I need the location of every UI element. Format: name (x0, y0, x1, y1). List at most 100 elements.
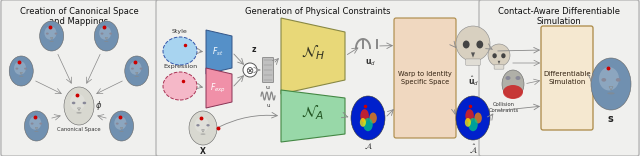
Ellipse shape (109, 111, 134, 141)
FancyBboxPatch shape (156, 0, 480, 156)
Ellipse shape (351, 96, 385, 140)
Text: Creation of Canonical Space
and Mappings: Creation of Canonical Space and Mappings (20, 7, 138, 26)
Ellipse shape (488, 44, 510, 66)
Ellipse shape (131, 68, 134, 70)
Ellipse shape (35, 131, 38, 132)
FancyBboxPatch shape (394, 18, 456, 138)
Ellipse shape (99, 26, 111, 40)
Ellipse shape (70, 94, 85, 111)
Ellipse shape (476, 41, 483, 49)
Ellipse shape (206, 124, 210, 127)
FancyBboxPatch shape (541, 26, 593, 130)
Ellipse shape (492, 53, 497, 58)
Polygon shape (281, 18, 345, 94)
Ellipse shape (515, 76, 520, 80)
Ellipse shape (506, 76, 511, 80)
Ellipse shape (599, 67, 619, 90)
Text: Differentiable
Simulation: Differentiable Simulation (543, 71, 591, 85)
Ellipse shape (24, 111, 49, 141)
Ellipse shape (94, 21, 118, 51)
Ellipse shape (456, 96, 490, 140)
Ellipse shape (116, 123, 118, 125)
Ellipse shape (44, 26, 56, 40)
Ellipse shape (64, 87, 94, 125)
Ellipse shape (129, 61, 141, 75)
Ellipse shape (456, 26, 490, 61)
FancyBboxPatch shape (262, 58, 273, 83)
Ellipse shape (163, 37, 197, 65)
Text: $\otimes$: $\otimes$ (245, 64, 255, 76)
Text: X: X (200, 147, 206, 156)
Polygon shape (206, 68, 232, 108)
FancyBboxPatch shape (494, 65, 504, 69)
Ellipse shape (364, 118, 372, 131)
Ellipse shape (104, 41, 109, 42)
Text: $\mathbf{u}_d$: $\mathbf{u}_d$ (365, 57, 376, 68)
Text: $\hat{\mathbf{u}}_d$: $\hat{\mathbf{u}}_d$ (468, 74, 479, 88)
Ellipse shape (14, 61, 26, 75)
Ellipse shape (360, 109, 369, 122)
Text: Warp to Identity
Specific Space: Warp to Identity Specific Space (398, 71, 452, 85)
Ellipse shape (360, 118, 366, 127)
Ellipse shape (465, 109, 474, 122)
Ellipse shape (49, 41, 54, 42)
Ellipse shape (54, 33, 58, 35)
Ellipse shape (125, 56, 148, 86)
FancyBboxPatch shape (466, 59, 480, 65)
Text: z: z (252, 45, 256, 54)
Text: $\mathbf{s}$: $\mathbf{s}$ (607, 114, 614, 124)
Text: $\mathcal{A}$: $\mathcal{A}$ (364, 142, 372, 151)
Ellipse shape (15, 68, 19, 70)
Ellipse shape (83, 102, 86, 104)
Ellipse shape (29, 116, 41, 130)
Ellipse shape (602, 78, 606, 82)
Ellipse shape (24, 68, 27, 70)
Ellipse shape (9, 56, 33, 86)
Text: Collision
Constraints: Collision Constraints (489, 102, 519, 113)
Ellipse shape (465, 118, 471, 127)
Ellipse shape (463, 41, 470, 49)
Ellipse shape (163, 72, 197, 100)
Text: $\hat{\mathcal{A}}$: $\hat{\mathcal{A}}$ (468, 142, 477, 155)
Polygon shape (471, 52, 475, 58)
Text: $\mathcal{N}_A$: $\mathcal{N}_A$ (301, 104, 324, 122)
Ellipse shape (72, 102, 76, 104)
Ellipse shape (140, 68, 143, 70)
Ellipse shape (76, 112, 82, 114)
FancyBboxPatch shape (1, 0, 157, 156)
Ellipse shape (46, 33, 49, 35)
Ellipse shape (189, 111, 217, 145)
Ellipse shape (39, 123, 42, 125)
Ellipse shape (607, 92, 614, 94)
Ellipse shape (474, 112, 482, 124)
Ellipse shape (124, 123, 127, 125)
Text: Contact-Aware Differentiable
Simulation: Contact-Aware Differentiable Simulation (498, 7, 620, 26)
Ellipse shape (591, 58, 631, 110)
Ellipse shape (109, 33, 112, 35)
Ellipse shape (120, 131, 124, 132)
Text: Generation of Physical Constraints: Generation of Physical Constraints (245, 7, 391, 16)
Text: $\mathit{F}_{st}$: $\mathit{F}_{st}$ (212, 46, 224, 58)
Ellipse shape (468, 118, 477, 131)
Text: Expression: Expression (163, 64, 197, 69)
Ellipse shape (31, 123, 33, 125)
Text: Style: Style (172, 29, 188, 34)
Ellipse shape (40, 21, 63, 51)
Text: u: u (266, 103, 269, 108)
Ellipse shape (19, 76, 24, 77)
Ellipse shape (369, 112, 377, 124)
Text: u: u (266, 85, 270, 90)
Text: $\mathit{F}_{exp}$: $\mathit{F}_{exp}$ (210, 81, 226, 95)
Circle shape (243, 63, 257, 77)
Polygon shape (498, 61, 500, 64)
Text: Canonical Space: Canonical Space (57, 127, 101, 132)
Ellipse shape (200, 133, 205, 135)
Ellipse shape (501, 53, 506, 58)
Polygon shape (281, 90, 345, 142)
Ellipse shape (196, 124, 200, 127)
Ellipse shape (502, 70, 524, 98)
Polygon shape (206, 30, 232, 74)
Ellipse shape (616, 78, 621, 82)
FancyBboxPatch shape (479, 0, 639, 156)
Ellipse shape (134, 76, 139, 77)
